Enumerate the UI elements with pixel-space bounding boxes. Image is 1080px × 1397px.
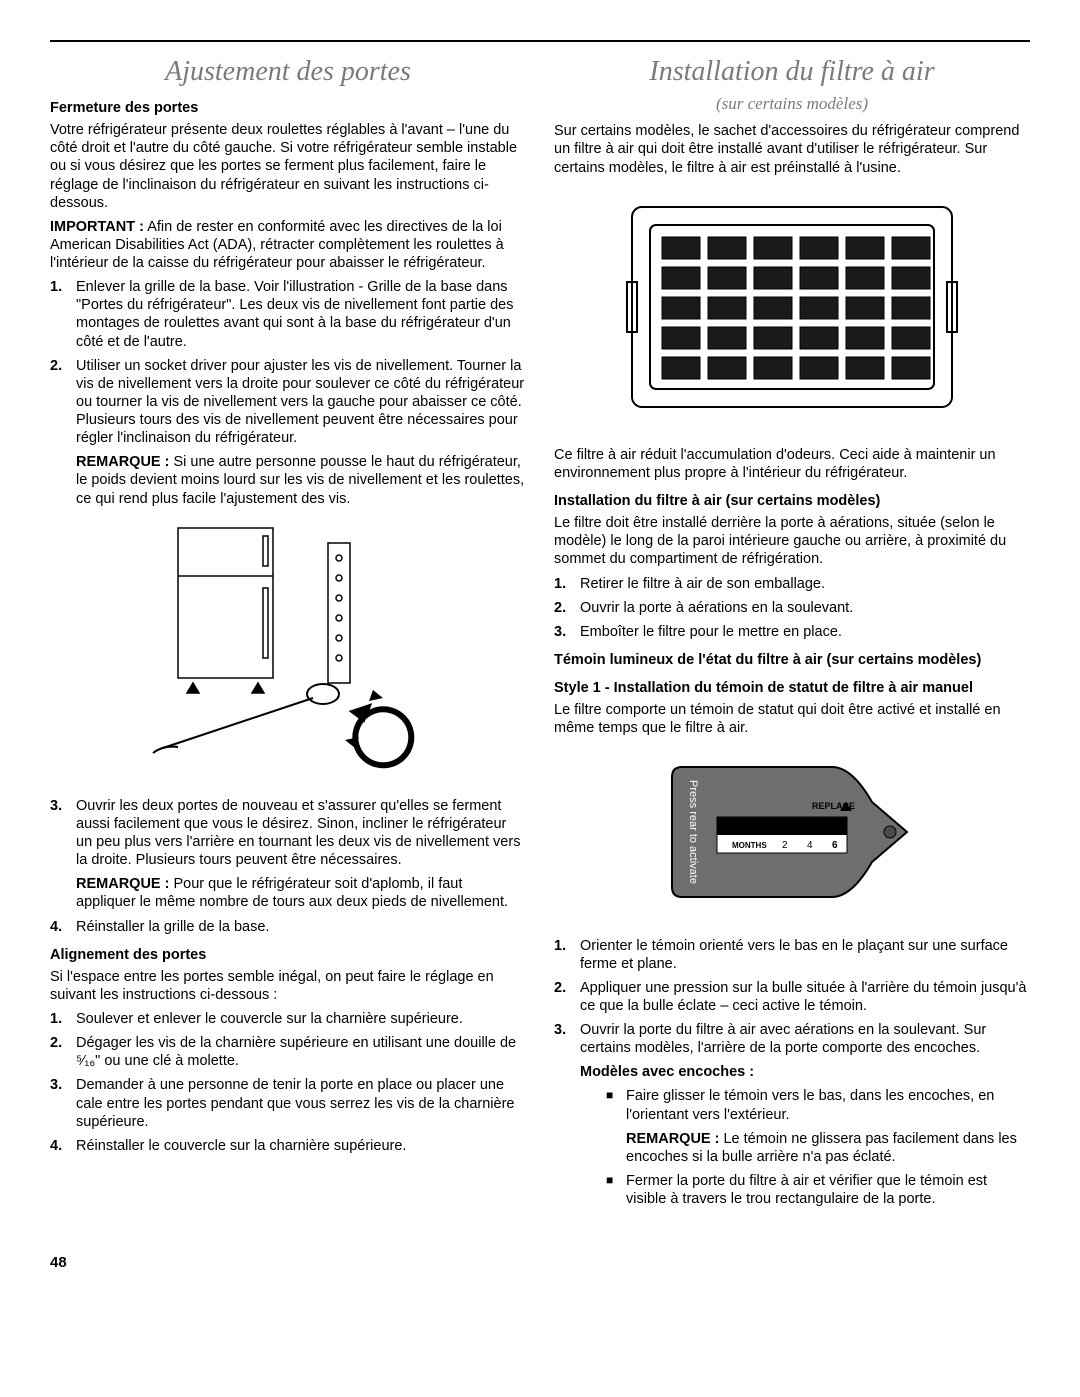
install-steps: 1.Retirer le filtre à air de son emballa… xyxy=(554,575,1030,641)
right-column: Installation du filtre à air (sur certai… xyxy=(554,54,1030,1214)
install-paragraph: Le filtre doit être installé derrière la… xyxy=(554,514,1030,568)
s-step-3: 3.Ouvrir la porte du filtre à air avec a… xyxy=(554,1021,1030,1057)
step-2: 2.Utiliser un socket driver pour ajuster… xyxy=(50,357,526,448)
s-step-1: 1.Orienter le témoin orienté vers le bas… xyxy=(554,937,1030,973)
install-step-3: 3.Emboîter le filtre pour le mettre en p… xyxy=(554,623,1030,641)
style1-paragraph: Le filtre comporte un témoin de statut q… xyxy=(554,701,1030,737)
intro-paragraph: Votre réfrigérateur présente deux roulet… xyxy=(50,121,526,212)
page-number: 48 xyxy=(50,1254,1030,1273)
install-step-2: 2.Ouvrir la porte à aérations en la soul… xyxy=(554,599,1030,617)
encoches-list: Faire glisser le témoin vers le bas, dan… xyxy=(580,1087,1030,1208)
right-intro: Sur certains modèles, le sachet d'access… xyxy=(554,122,1030,176)
important-paragraph: IMPORTANT : Afin de rester en conformité… xyxy=(50,218,526,272)
heading-style1: Style 1 - Installation du témoin de stat… xyxy=(554,679,1030,697)
step-4: 4.Réinstaller la grille de la base. xyxy=(50,918,526,936)
s-step-2: 2.Appliquer une pression sur la bulle si… xyxy=(554,979,1030,1015)
encoche-item-2: Fermer la porte du filtre à air et vérif… xyxy=(606,1172,1030,1208)
indicator-side-text: Press rear to activate xyxy=(687,780,699,884)
step-3-remarque: REMARQUE : Pour que le réfrigérateur soi… xyxy=(76,875,526,911)
heading-fermeture: Fermeture des portes xyxy=(50,99,526,117)
step-2-remarque: REMARQUE : Si une autre personne pousse … xyxy=(76,453,526,507)
fermeture-steps: 1.Enlever la grille de la base. Voir l'i… xyxy=(50,278,526,447)
left-title: Ajustement des portes xyxy=(50,54,526,89)
after-figure-paragraph: Ce filtre à air réduit l'accumulation d'… xyxy=(554,446,1030,482)
right-title: Installation du filtre à air xyxy=(554,54,1030,89)
months-label: MONTHS xyxy=(732,841,767,850)
right-subtitle: (sur certains modèles) xyxy=(554,93,1030,114)
step-1: 1.Enlever la grille de la base. Voir l'i… xyxy=(50,278,526,351)
fridge-leveling-figure xyxy=(50,518,526,783)
encoche-item-1: Faire glisser le témoin vers le bas, dan… xyxy=(606,1087,1030,1166)
two-column-layout: Ajustement des portes Fermeture des port… xyxy=(50,54,1030,1214)
svg-text:4: 4 xyxy=(807,840,813,851)
indicator-figure: Press rear to activate REPLACE MONTHS 2 … xyxy=(554,747,1030,922)
heading-temoin: Témoin lumineux de l'état du filtre à ai… xyxy=(554,651,1030,669)
left-column: Ajustement des portes Fermeture des port… xyxy=(50,54,526,1214)
align-paragraph: Si l'espace entre les portes semble inég… xyxy=(50,968,526,1004)
fermeture-steps-cont: 3.Ouvrir les deux portes de nouveau et s… xyxy=(50,797,526,870)
align-steps: 1.Soulever et enlever le couvercle sur l… xyxy=(50,1010,526,1155)
align-step-1: 1.Soulever et enlever le couvercle sur l… xyxy=(50,1010,526,1028)
svg-text:2: 2 xyxy=(782,840,788,851)
heading-encoches: Modèles avec encoches : xyxy=(580,1064,754,1080)
svg-text:6: 6 xyxy=(832,840,838,851)
top-rule xyxy=(50,40,1030,42)
heading-install: Installation du filtre à air (sur certai… xyxy=(554,492,1030,510)
air-filter-figure xyxy=(554,187,1030,432)
heading-alignement: Alignement des portes xyxy=(50,946,526,964)
fermeture-steps-end: 4.Réinstaller la grille de la base. xyxy=(50,918,526,936)
align-step-2: 2.Dégager les vis de la charnière supéri… xyxy=(50,1034,526,1070)
style1-steps: 1.Orienter le témoin orienté vers le bas… xyxy=(554,937,1030,1058)
step-3: 3.Ouvrir les deux portes de nouveau et s… xyxy=(50,797,526,870)
install-step-1: 1.Retirer le filtre à air de son emballa… xyxy=(554,575,1030,593)
align-step-3: 3.Demander à une personne de tenir la po… xyxy=(50,1076,526,1130)
align-step-4: 4.Réinstaller le couvercle sur la charni… xyxy=(50,1137,526,1155)
